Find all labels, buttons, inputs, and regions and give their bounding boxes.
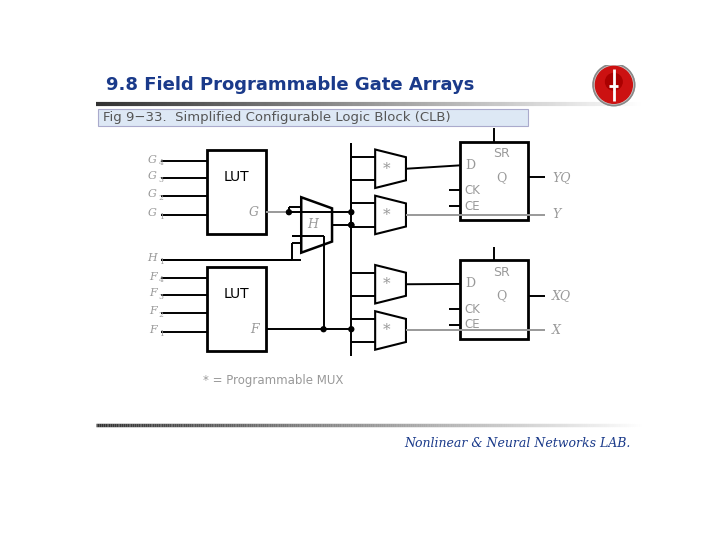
Text: G: G <box>148 154 156 165</box>
Circle shape <box>287 210 292 214</box>
Circle shape <box>606 73 622 90</box>
Text: F: F <box>149 306 156 316</box>
Text: *: * <box>383 208 391 222</box>
Polygon shape <box>375 311 406 350</box>
Circle shape <box>348 222 354 227</box>
Text: 2: 2 <box>159 194 163 202</box>
Polygon shape <box>301 197 332 253</box>
Text: Nonlinear & Neural Networks LAB.: Nonlinear & Neural Networks LAB. <box>405 437 631 450</box>
Text: Y: Y <box>552 208 560 221</box>
Bar <box>207 150 266 234</box>
Text: G: G <box>148 189 156 199</box>
Text: 1: 1 <box>159 258 163 266</box>
Text: Fig 9−33.  Simplified Configurable Logic Block (CLB): Fig 9−33. Simplified Configurable Logic … <box>104 111 451 124</box>
Text: * = Programmable MUX: * = Programmable MUX <box>204 374 344 387</box>
Bar <box>207 267 266 351</box>
Circle shape <box>593 64 634 106</box>
Polygon shape <box>375 265 406 303</box>
Text: F: F <box>149 288 156 299</box>
Polygon shape <box>375 150 406 188</box>
Text: H: H <box>147 253 156 263</box>
Text: CE: CE <box>464 318 480 331</box>
Text: XQ: XQ <box>552 289 572 302</box>
Text: 4: 4 <box>159 159 163 167</box>
Circle shape <box>348 222 354 227</box>
Text: D: D <box>466 159 476 172</box>
Text: *: * <box>383 277 391 291</box>
Circle shape <box>348 210 354 214</box>
Text: H: H <box>307 219 318 232</box>
Text: 3: 3 <box>159 293 163 301</box>
Text: *: * <box>383 323 391 338</box>
Text: 1: 1 <box>159 213 163 221</box>
Text: G: G <box>148 172 156 181</box>
Text: 4: 4 <box>159 276 163 285</box>
Text: F: F <box>149 326 156 335</box>
Bar <box>98 109 528 126</box>
Text: *: * <box>383 162 391 176</box>
Text: D: D <box>466 278 476 291</box>
Text: 9.8 Field Programmable Gate Arrays: 9.8 Field Programmable Gate Arrays <box>106 76 474 94</box>
Text: X: X <box>552 324 561 337</box>
Text: LUT: LUT <box>224 171 249 185</box>
Text: CE: CE <box>464 200 480 213</box>
Text: Q: Q <box>497 289 507 302</box>
Text: SR: SR <box>493 266 510 279</box>
Polygon shape <box>375 195 406 234</box>
Text: Q: Q <box>497 171 507 184</box>
Circle shape <box>348 327 354 332</box>
Bar <box>460 260 528 339</box>
Text: CK: CK <box>464 184 480 197</box>
Text: F: F <box>250 323 258 336</box>
Bar <box>460 142 528 220</box>
Text: F: F <box>149 272 156 281</box>
Bar <box>92 65 647 105</box>
Circle shape <box>595 66 632 103</box>
Text: 3: 3 <box>159 176 163 184</box>
Text: 1: 1 <box>159 330 163 338</box>
Text: YQ: YQ <box>552 171 571 184</box>
Text: G: G <box>148 208 156 218</box>
Text: 2: 2 <box>159 311 163 319</box>
Circle shape <box>321 327 326 332</box>
Text: SR: SR <box>493 147 510 160</box>
Text: CK: CK <box>464 302 480 315</box>
Text: G: G <box>249 206 259 219</box>
Text: LUT: LUT <box>224 287 249 301</box>
